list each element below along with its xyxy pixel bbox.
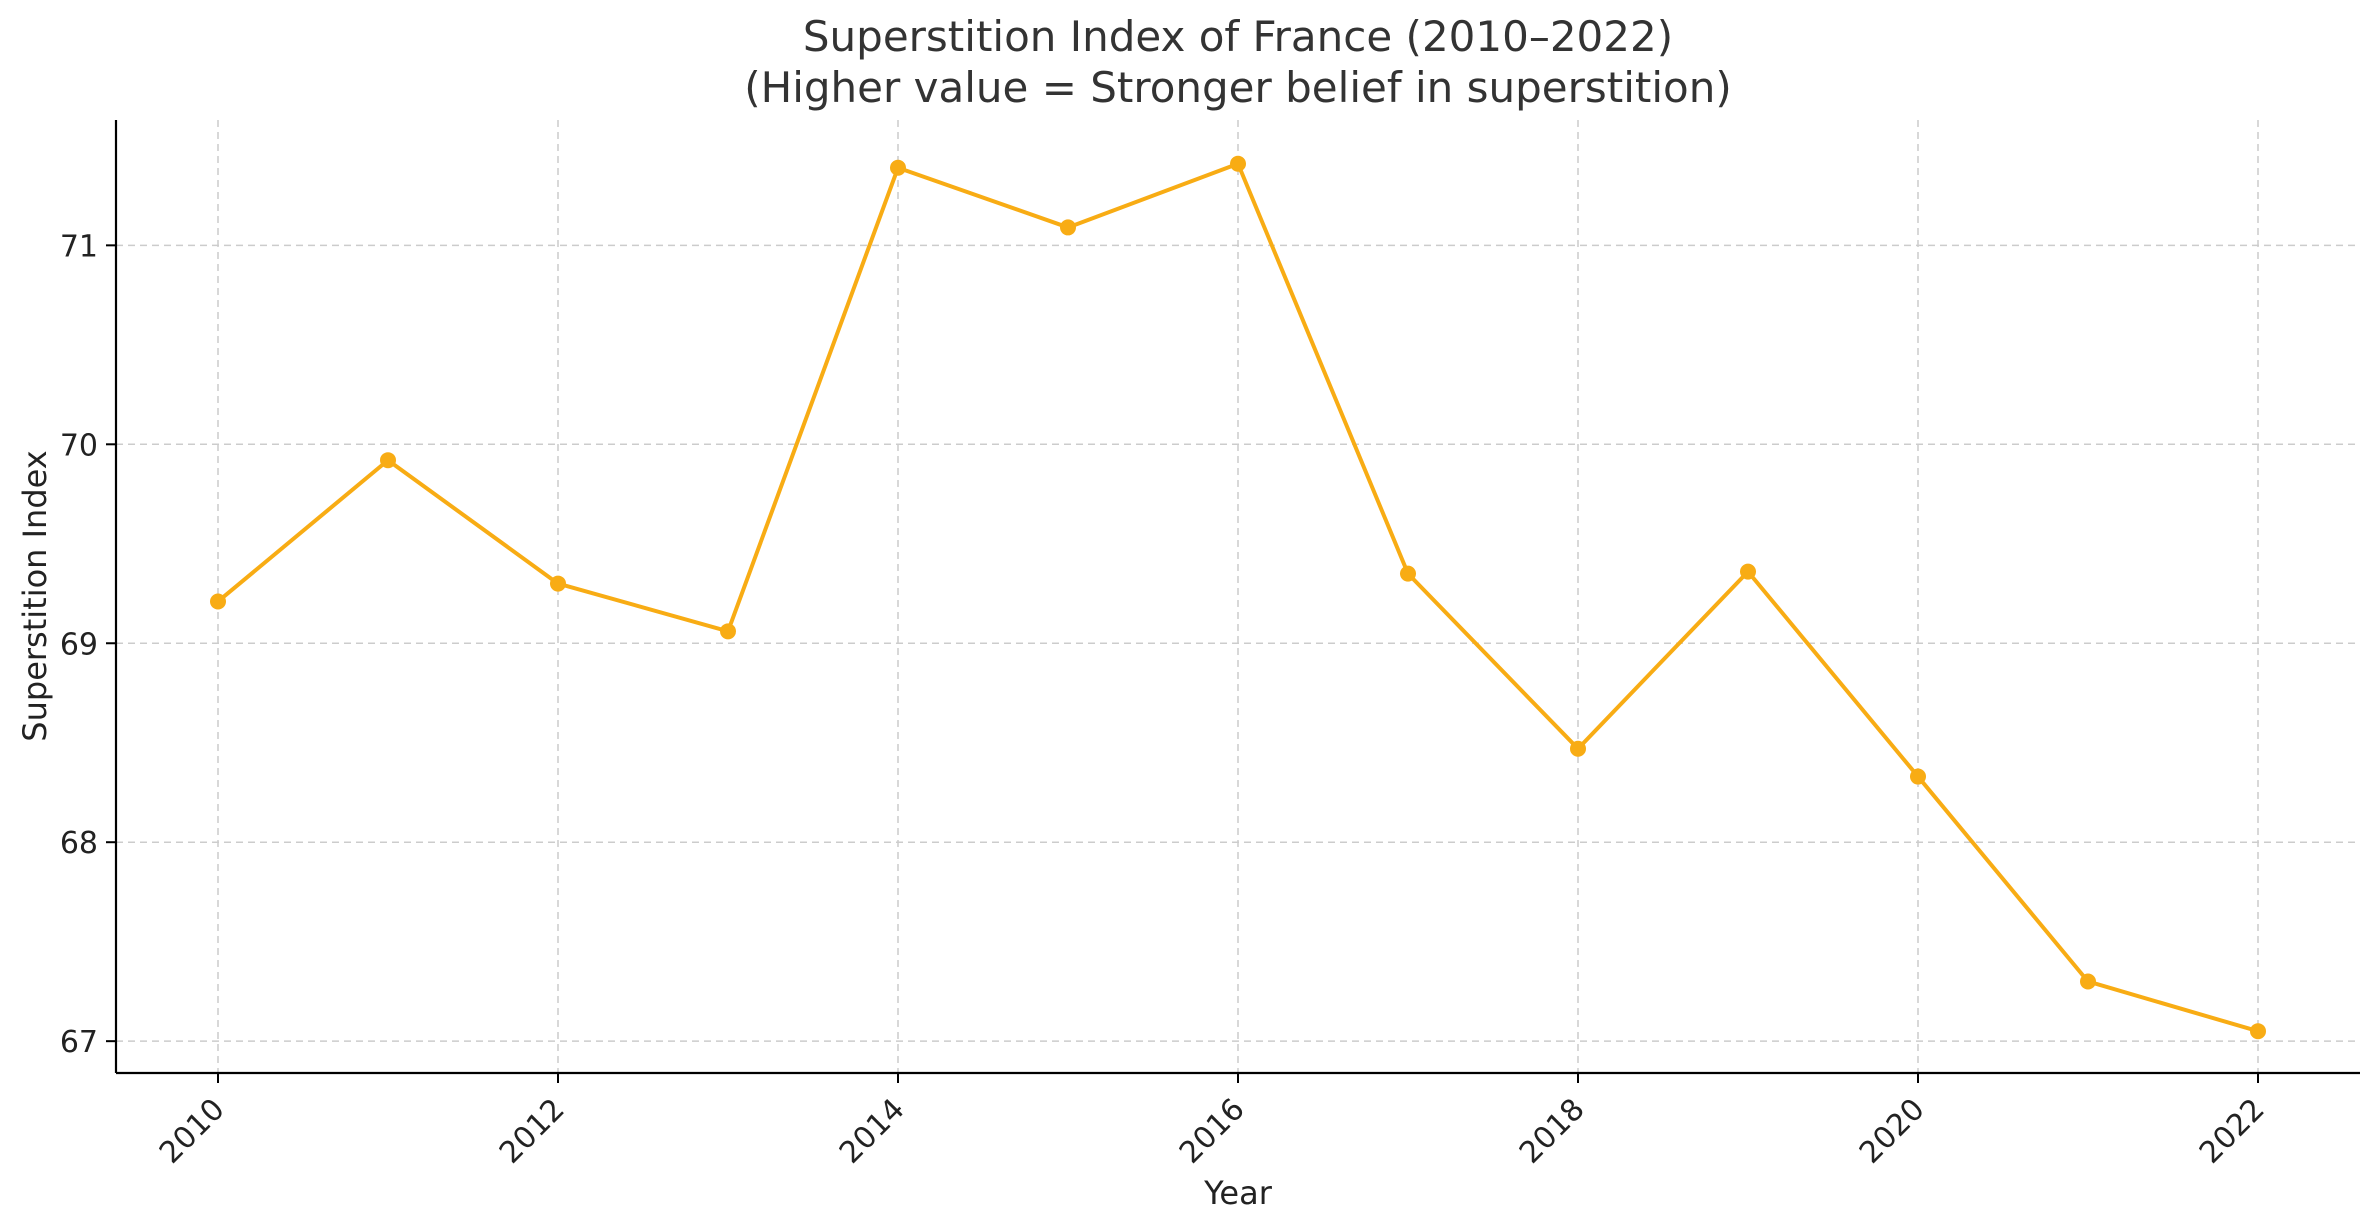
y-tick-label: 69 [60,627,98,662]
data-point [380,452,396,469]
chart-title-line-1: Superstition Index of France (2010–2022) [803,12,1673,61]
y-tick-label: 67 [60,1025,98,1060]
y-tick-label: 70 [60,428,98,463]
y-tick-label: 68 [60,826,98,861]
data-series [210,155,2266,1040]
data-point [720,623,736,640]
grid-lines [116,120,2360,1073]
x-axis-label: Year [1203,1174,1273,1212]
data-point [1060,219,1076,236]
data-point [890,159,906,176]
y-tick-label: 71 [60,229,98,264]
data-point [1400,565,1416,582]
data-point [550,575,566,592]
data-point [1740,563,1756,580]
data-point [1570,740,1586,757]
data-point [2250,1023,2266,1040]
data-point [2080,973,2096,990]
data-point [1910,768,1926,785]
y-axis-label: Superstition Index [16,450,54,741]
chart-title-line-2: (Higher value = Stronger belief in super… [744,63,1731,112]
data-point [1230,155,1246,172]
data-point [210,593,226,610]
